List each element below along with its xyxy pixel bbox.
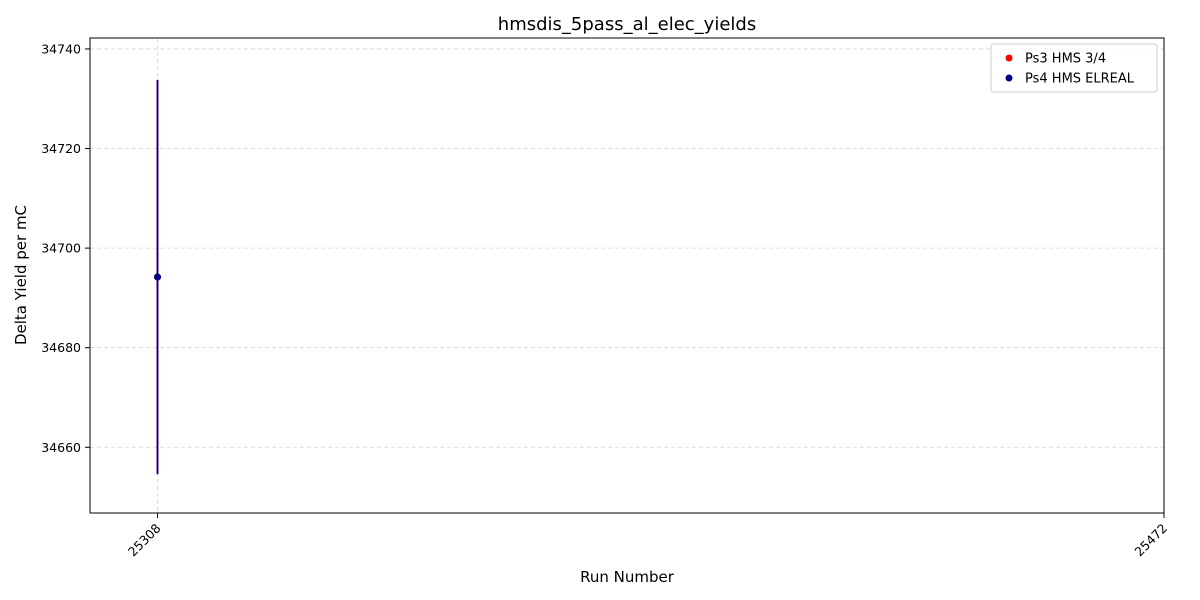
y-tick-label: 34660: [41, 440, 81, 455]
y-tick-label: 34700: [41, 241, 81, 256]
plot-frame: [89, 37, 1165, 514]
legend-box: [990, 43, 1158, 93]
chart-title: hmsdis_5pass_al_elec_yields: [498, 14, 756, 35]
legend-entry: Ps4 HMS ELREAL: [1025, 72, 1135, 87]
y-tick-label: 34680: [41, 340, 81, 355]
x-axis-label: Run Number: [580, 568, 675, 586]
data-layer: [154, 79, 162, 475]
y-axis-label: Delta Yield per mC: [12, 205, 30, 345]
y-tick-label: 34740: [41, 41, 81, 56]
legend-entry: Ps3 HMS 3/4: [1025, 52, 1106, 67]
data-point: [154, 273, 162, 281]
legend-marker: [1005, 74, 1013, 82]
legend: Ps3 HMS 3/4 Ps4 HMS ELREAL: [990, 43, 1158, 93]
y-tick-label: 34720: [41, 141, 81, 156]
legend-marker: [1005, 54, 1013, 62]
